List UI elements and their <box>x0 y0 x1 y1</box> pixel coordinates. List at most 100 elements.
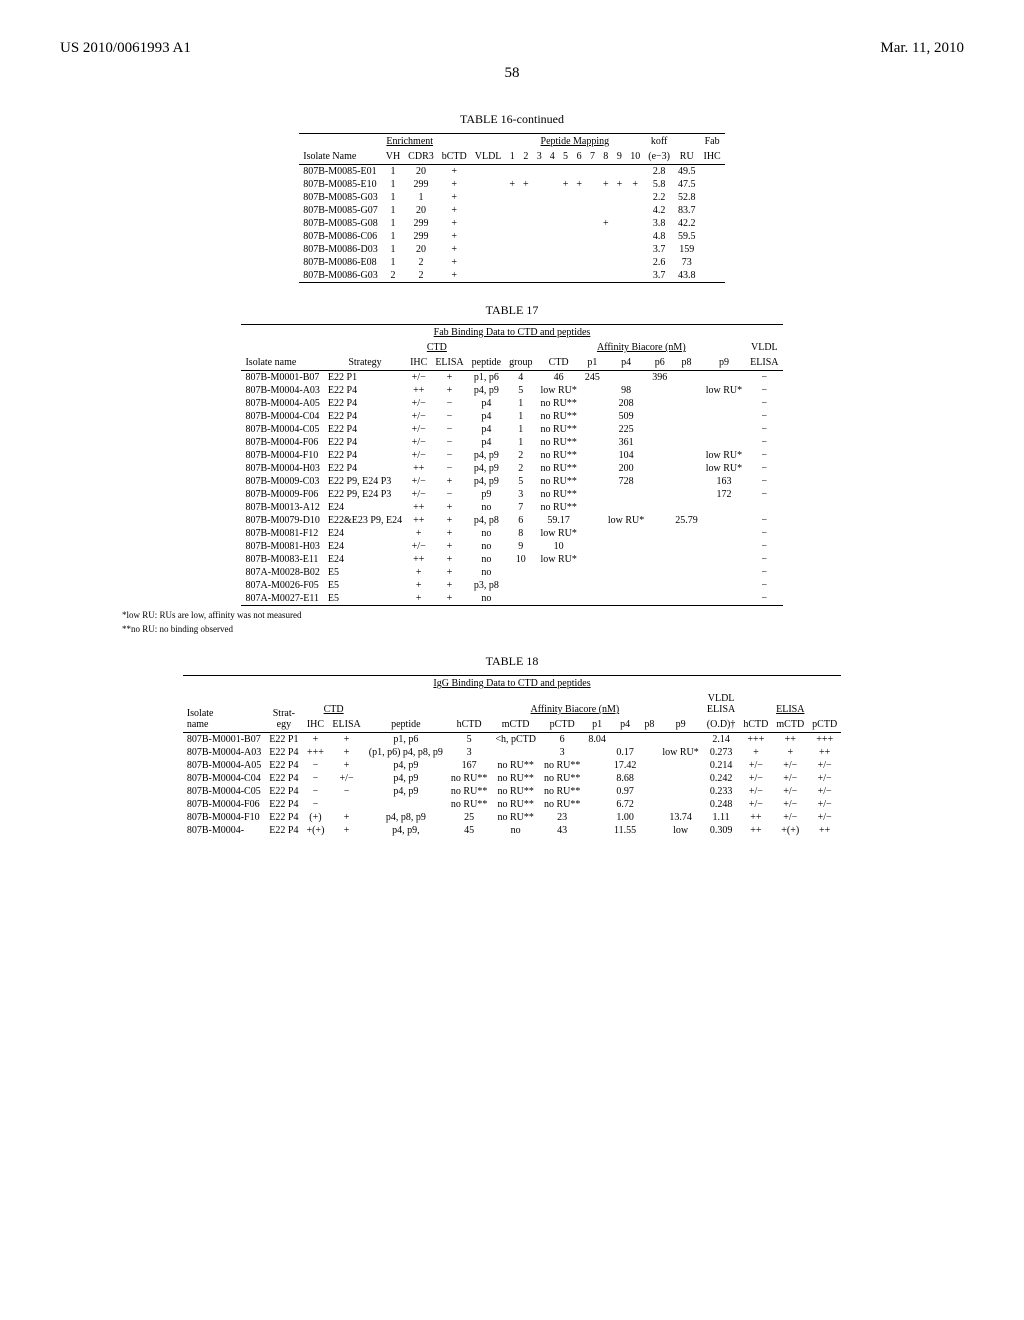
table-cell <box>599 165 613 179</box>
table-cell: 2.8 <box>644 165 674 179</box>
table-cell <box>586 243 599 256</box>
table-cell <box>586 191 599 204</box>
table-cell <box>581 384 604 397</box>
col-header: IHC <box>700 149 725 165</box>
table-cell <box>671 410 702 423</box>
table-cell: E22 P4 <box>265 824 302 837</box>
table-cell: +/− <box>406 540 431 553</box>
table-cell <box>505 579 536 592</box>
table-cell: +/− <box>739 798 772 811</box>
table-cell: p4 <box>468 410 505 423</box>
table-cell <box>626 204 644 217</box>
table-cell: 6 <box>540 733 584 747</box>
table-cell: p4, p9 <box>468 475 505 488</box>
table-cell: +/− <box>406 423 431 436</box>
table-cell <box>613 217 627 230</box>
table-cell: 0.309 <box>703 824 740 837</box>
table-cell: 42.2 <box>674 217 700 230</box>
col-header: group <box>505 355 536 371</box>
table-cell: 17.42 <box>610 759 641 772</box>
table-cell <box>546 243 559 256</box>
table-cell <box>648 488 671 501</box>
col-header: Isolate name <box>241 355 323 371</box>
table-cell: 728 <box>604 475 648 488</box>
table-cell: ++ <box>406 462 431 475</box>
table-cell <box>572 256 586 269</box>
table-cell <box>599 204 613 217</box>
table-cell: no <box>468 540 505 553</box>
table-cell: p4, p9 <box>468 384 505 397</box>
table-cell: ++ <box>772 733 808 747</box>
table-cell: E22 P4 <box>324 423 406 436</box>
table-cell <box>519 191 533 204</box>
table17-title: TABLE 17 <box>60 303 964 318</box>
table-cell <box>626 230 644 243</box>
t16-grp-fab: Fab <box>700 134 725 150</box>
table-cell: 25.79 <box>671 514 702 527</box>
table-cell: no RU** <box>540 772 584 785</box>
col-header: hCTD <box>739 717 772 733</box>
table-cell: 20 <box>404 165 438 179</box>
table-cell <box>505 165 519 179</box>
table-cell <box>533 165 546 179</box>
table-cell: 5.8 <box>644 178 674 191</box>
table-cell <box>604 371 648 385</box>
col-header: pCTD <box>808 717 841 733</box>
table-cell: 807B-M0079-D10 <box>241 514 323 527</box>
table-cell: p4, p9 <box>365 772 447 785</box>
col-header: Strategy <box>324 355 406 371</box>
table-cell: 43.8 <box>674 269 700 283</box>
table-cell: 10 <box>505 553 536 566</box>
col-header: mCTD <box>772 717 808 733</box>
table-cell <box>626 269 644 283</box>
table-cell: 807B-M0004-A05 <box>241 397 323 410</box>
table-cell: E22 P4 <box>265 759 302 772</box>
table-cell <box>546 191 559 204</box>
table-cell <box>640 733 658 747</box>
table-cell <box>700 243 725 256</box>
table-cell: no RU** <box>491 811 540 824</box>
table-cell: E5 <box>324 579 406 592</box>
table-cell: E24 <box>324 553 406 566</box>
table-cell: 10 <box>536 540 580 553</box>
table17: Fab Binding Data to CTD and peptides CTD… <box>241 324 782 606</box>
table-cell: low RU* <box>536 553 580 566</box>
table-cell: +/− <box>406 475 431 488</box>
table-cell: +/− <box>739 759 772 772</box>
table-cell: 3 <box>447 746 491 759</box>
table-cell <box>572 217 586 230</box>
table-cell <box>584 785 610 798</box>
table-cell: − <box>746 462 782 475</box>
col-header: p8 <box>671 355 702 371</box>
table-cell: (p1, p6) p4, p8, p9 <box>365 746 447 759</box>
table-cell: − <box>746 475 782 488</box>
col-header: p8 <box>640 717 658 733</box>
table-cell <box>640 824 658 837</box>
table-cell: +/− <box>772 785 808 798</box>
table-cell <box>671 397 702 410</box>
col-header: bCTD <box>438 149 471 165</box>
table-cell: p4 <box>468 423 505 436</box>
table-cell: +/− <box>406 488 431 501</box>
t16-grp-pep: Peptide Mapping <box>505 134 644 150</box>
table-cell: +(+) <box>302 824 328 837</box>
table-cell <box>581 410 604 423</box>
table-cell: 509 <box>604 410 648 423</box>
col-header: 4 <box>546 149 559 165</box>
table-cell: E22 P1 <box>324 371 406 385</box>
table-cell: 2.2 <box>644 191 674 204</box>
table-cell: no <box>468 553 505 566</box>
table-cell <box>546 165 559 179</box>
table-cell <box>546 269 559 283</box>
table-cell <box>671 592 702 606</box>
table-cell: 200 <box>604 462 648 475</box>
table-cell: no RU** <box>536 488 580 501</box>
table-cell <box>648 527 671 540</box>
table-cell: 1 <box>404 191 438 204</box>
table-cell: p4 <box>468 436 505 449</box>
table-cell: +(+) <box>772 824 808 837</box>
table-cell <box>700 204 725 217</box>
table-cell: +/− <box>406 371 431 385</box>
table-cell: ++ <box>406 501 431 514</box>
table-cell: no <box>468 501 505 514</box>
